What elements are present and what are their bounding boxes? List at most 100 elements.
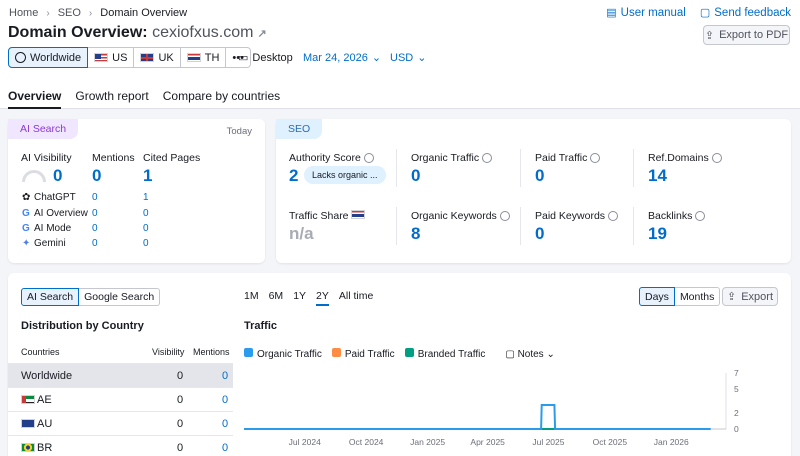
search-type-toggle: AI Search Google Search [21, 288, 161, 306]
ai-overview-cited[interactable]: 0 [143, 208, 149, 219]
send-feedback-link[interactable]: ▢ Send feedback [699, 7, 791, 19]
backlinks-value[interactable]: 19 [648, 224, 667, 243]
database-selector: Worldwide US UK TH ••• [8, 47, 251, 68]
db-worldwide[interactable]: Worldwide [8, 47, 89, 68]
backlinks-label: Backlinks [648, 210, 706, 222]
col-mentions: Mentions [193, 347, 230, 357]
tab-growth-report[interactable]: Growth report [75, 89, 149, 103]
breadcrumb-home[interactable]: Home [9, 7, 39, 19]
traffic-panel: AI Search Google Search 1M 6M 1Y 2Y All … [8, 273, 791, 456]
table-row[interactable]: AU 0 0 [8, 411, 233, 435]
ai-search-card: AI Search Today AI Visibility Mentions C… [8, 119, 265, 263]
ai-row-ai-overview: G AI Overview [22, 208, 88, 219]
external-link-icon[interactable]: ↗ [257, 28, 267, 40]
info-icon[interactable] [711, 153, 722, 164]
x-tick-label: Oct 2024 [349, 437, 384, 447]
main-tabs: Overview Growth report Compare by countr… [8, 89, 280, 109]
today-label: Today [226, 126, 252, 137]
db-th[interactable]: TH [180, 47, 227, 68]
period-1m[interactable]: 1M [244, 290, 259, 302]
period-6m[interactable]: 6M [268, 290, 284, 302]
breadcrumb-current: Domain Overview [100, 7, 188, 19]
ai-visibility-value[interactable]: 0 [53, 166, 63, 185]
export-pdf-button[interactable]: ⇪ Export to PDF [703, 25, 790, 45]
breadcrumb-seo[interactable]: SEO [57, 7, 81, 19]
organic-keywords-value[interactable]: 8 [411, 224, 421, 243]
export-button[interactable]: ⇪ Export [722, 287, 778, 306]
chatgpt-mentions[interactable]: 0 [92, 192, 98, 203]
ai-row-chatgpt: ✿ ChatGPT [22, 192, 76, 203]
ai-overview-mentions[interactable]: 0 [92, 208, 98, 219]
x-tick-label: Jan 2026 [654, 437, 689, 447]
chatgpt-cited[interactable]: 1 [143, 192, 149, 203]
paid-keywords-value[interactable]: 0 [535, 224, 545, 243]
col-countries: Countries [21, 347, 60, 357]
book-icon: ▤ [606, 7, 617, 19]
db-uk[interactable]: UK [134, 47, 181, 68]
traffic-chart: 0 2 5 7 Jul 2024 Oct 2024 Jan 2025 Apr 2025 Jul … [244, 369, 739, 447]
gemini-cited[interactable]: 0 [143, 238, 149, 249]
y-tick-label: 5 [734, 384, 739, 394]
mentions-label: Mentions [92, 152, 135, 164]
au-flag-icon [21, 419, 35, 428]
user-manual-link[interactable]: ▤ User manual [606, 7, 686, 19]
checkbox-icon [331, 348, 341, 357]
legend-branded[interactable]: Branded Traffic [404, 348, 485, 360]
ref-domains-label: Ref.Domains [648, 152, 722, 164]
period-1y[interactable]: 1Y [293, 290, 307, 302]
chat-icon: ▢ [699, 7, 711, 19]
tab-compare-countries[interactable]: Compare by countries [162, 89, 281, 103]
legend-paid[interactable]: Paid Traffic [331, 348, 395, 360]
divider [633, 149, 634, 187]
device-select[interactable]: ▭ Desktop [238, 51, 293, 65]
legend-organic[interactable]: Organic Traffic [244, 348, 322, 360]
info-icon[interactable] [608, 211, 619, 222]
google-icon: G [22, 223, 30, 234]
notes-dropdown[interactable]: ▢ Notes ⌄ [505, 348, 555, 360]
currency-select[interactable]: USD ⌄ [390, 51, 427, 65]
globe-icon [15, 52, 26, 63]
y-tick-label: 0 [734, 424, 739, 434]
more-databases-button[interactable]: ••• [226, 47, 251, 68]
x-tick-label: Jan 2025 [410, 437, 445, 447]
granularity-months[interactable]: Months [674, 287, 721, 306]
granularity-days[interactable]: Days [639, 287, 675, 306]
traffic-share-label: Traffic Share [289, 210, 366, 222]
info-icon[interactable] [363, 153, 374, 164]
ai-mode-cited[interactable]: 0 [143, 223, 149, 234]
paid-traffic-label: Paid Traffic [535, 152, 601, 164]
gemini-mentions[interactable]: 0 [92, 238, 98, 249]
info-icon[interactable] [590, 153, 601, 164]
divider [520, 207, 521, 245]
db-us[interactable]: US [88, 47, 135, 68]
us-flag-icon [94, 53, 109, 62]
table-row[interactable]: AE 0 0 [8, 387, 233, 411]
ai-mode-mentions[interactable]: 0 [92, 223, 98, 234]
mentions-value[interactable]: 0 [92, 166, 102, 185]
authority-score-label: Authority Score [289, 152, 374, 164]
chevron-right-icon: › [46, 7, 50, 19]
info-icon[interactable] [482, 153, 493, 164]
table-row[interactable]: BR 0 0 [8, 435, 233, 456]
divider [396, 207, 397, 245]
table-row[interactable]: Worldwide 0 0 [8, 363, 233, 387]
organic-traffic-value[interactable]: 0 [411, 166, 421, 185]
info-icon[interactable] [695, 211, 706, 222]
col-visibility: Visibility [152, 347, 185, 357]
x-tick-label: Jul 2025 [532, 437, 564, 447]
y-tick-label: 2 [734, 408, 739, 418]
authority-score-value[interactable]: 2 [289, 166, 299, 185]
cited-pages-label: Cited Pages [143, 152, 201, 164]
toggle-google-search[interactable]: Google Search [79, 288, 161, 306]
paid-traffic-value[interactable]: 0 [535, 166, 545, 185]
checkbox-icon [244, 348, 253, 357]
period-all-time[interactable]: All time [338, 290, 374, 302]
ref-domains-value[interactable]: 14 [648, 166, 667, 185]
authority-badge[interactable]: Lacks organic ... [304, 166, 386, 184]
info-icon[interactable] [499, 211, 510, 222]
period-2y[interactable]: 2Y [316, 290, 329, 306]
cited-pages-value[interactable]: 1 [143, 166, 153, 185]
date-select[interactable]: Mar 24, 2026 ⌄ [303, 51, 382, 65]
toggle-ai-search[interactable]: AI Search [21, 288, 80, 306]
tab-overview[interactable]: Overview [8, 89, 62, 109]
